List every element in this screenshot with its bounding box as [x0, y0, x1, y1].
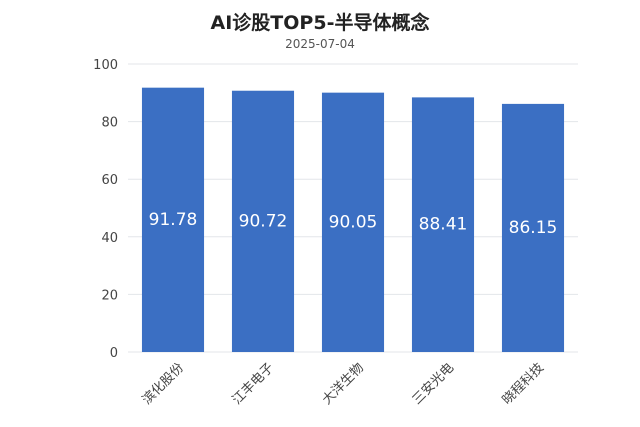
- y-tick-label: 60: [101, 173, 118, 188]
- chart-subtitle: 2025-07-04: [285, 37, 355, 51]
- y-tick-label: 100: [93, 58, 118, 73]
- y-tick-label: 0: [110, 346, 118, 361]
- bar-value-label: 91.78: [149, 210, 198, 230]
- chart-title: AI诊股TOP5-半导体概念: [210, 12, 430, 34]
- x-tick-label: 大洋生物: [320, 360, 367, 407]
- x-tick-label: 三安光电: [410, 360, 457, 407]
- bar: [321, 92, 385, 352]
- x-tick-label: 江丰电子: [230, 360, 277, 407]
- bar-value-label: 88.41: [419, 215, 468, 235]
- x-axis-ticks: 滨化股份 江丰电子 大洋生物 三安光电 晓程科技: [139, 360, 547, 408]
- x-tick-label: 滨化股份: [139, 360, 187, 408]
- data-labels: 91.78 90.72 90.05 88.41 86.15: [149, 210, 558, 238]
- bar: [411, 97, 475, 352]
- y-tick-label: 40: [101, 231, 118, 246]
- x-tick-label: 晓程科技: [500, 360, 547, 407]
- bar-value-label: 90.05: [329, 212, 378, 232]
- bar-value-label: 90.72: [239, 211, 288, 231]
- bar: [231, 90, 295, 352]
- bar: [501, 103, 565, 352]
- y-tick-label: 20: [101, 288, 118, 303]
- bar-value-label: 86.15: [509, 218, 558, 238]
- y-tick-label: 80: [101, 116, 118, 131]
- bars: [141, 87, 565, 353]
- y-axis-ticks: 0 20 40 60 80 100: [93, 58, 118, 361]
- bar: [141, 87, 205, 353]
